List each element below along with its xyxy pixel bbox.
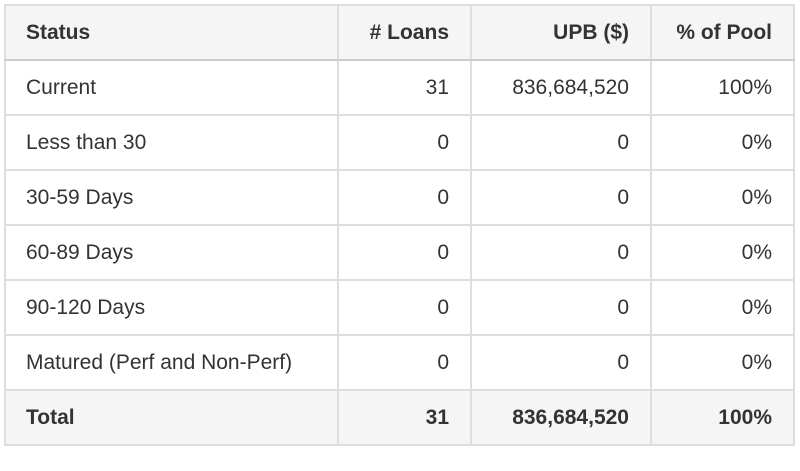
column-header-pct-of-pool: % of Pool xyxy=(650,4,795,61)
upb-cell: 0 xyxy=(470,334,652,391)
pct-cell: 0% xyxy=(650,169,795,226)
loan-status-table: Status # Loans UPB ($) % of Pool Current… xyxy=(4,4,795,446)
status-cell: Matured (Perf and Non-Perf) xyxy=(4,334,339,391)
loans-cell: 0 xyxy=(337,169,472,226)
upb-cell: 0 xyxy=(470,169,652,226)
upb-cell: 0 xyxy=(470,114,652,171)
status-cell: Less than 30 xyxy=(4,114,339,171)
loans-cell: 0 xyxy=(337,114,472,171)
table-row-90-120-days: 90-120 Days 0 0 0% xyxy=(4,279,795,336)
upb-cell: 0 xyxy=(470,224,652,281)
table-row-matured: Matured (Perf and Non-Perf) 0 0 0% xyxy=(4,334,795,391)
loans-cell: 0 xyxy=(337,279,472,336)
pct-cell: 0% xyxy=(650,279,795,336)
pct-cell: 0% xyxy=(650,224,795,281)
table-row-current: Current 31 836,684,520 100% xyxy=(4,59,795,116)
upb-cell: 836,684,520 xyxy=(470,59,652,116)
table-row-less-than-30: Less than 30 0 0 0% xyxy=(4,114,795,171)
table-row-60-89-days: 60-89 Days 0 0 0% xyxy=(4,224,795,281)
pct-cell: 100% xyxy=(650,59,795,116)
loans-cell: 0 xyxy=(337,224,472,281)
loans-cell: 0 xyxy=(337,334,472,391)
table-row-total: Total 31 836,684,520 100% xyxy=(4,389,795,446)
column-header-num-loans: # Loans xyxy=(337,4,472,61)
header-row: Status # Loans UPB ($) % of Pool xyxy=(4,4,795,61)
column-header-status: Status xyxy=(4,4,339,61)
upb-cell: 0 xyxy=(470,279,652,336)
pct-cell: 0% xyxy=(650,334,795,391)
total-pct-cell: 100% xyxy=(650,389,795,446)
pct-cell: 0% xyxy=(650,114,795,171)
loan-status-table-container: Status # Loans UPB ($) % of Pool Current… xyxy=(4,4,795,446)
status-cell: Current xyxy=(4,59,339,116)
table-row-30-59-days: 30-59 Days 0 0 0% xyxy=(4,169,795,226)
total-upb-cell: 836,684,520 xyxy=(470,389,652,446)
column-header-upb: UPB ($) xyxy=(470,4,652,61)
total-loans-cell: 31 xyxy=(337,389,472,446)
status-cell: 60-89 Days xyxy=(4,224,339,281)
status-cell: 90-120 Days xyxy=(4,279,339,336)
loans-cell: 31 xyxy=(337,59,472,116)
total-status-cell: Total xyxy=(4,389,339,446)
status-cell: 30-59 Days xyxy=(4,169,339,226)
